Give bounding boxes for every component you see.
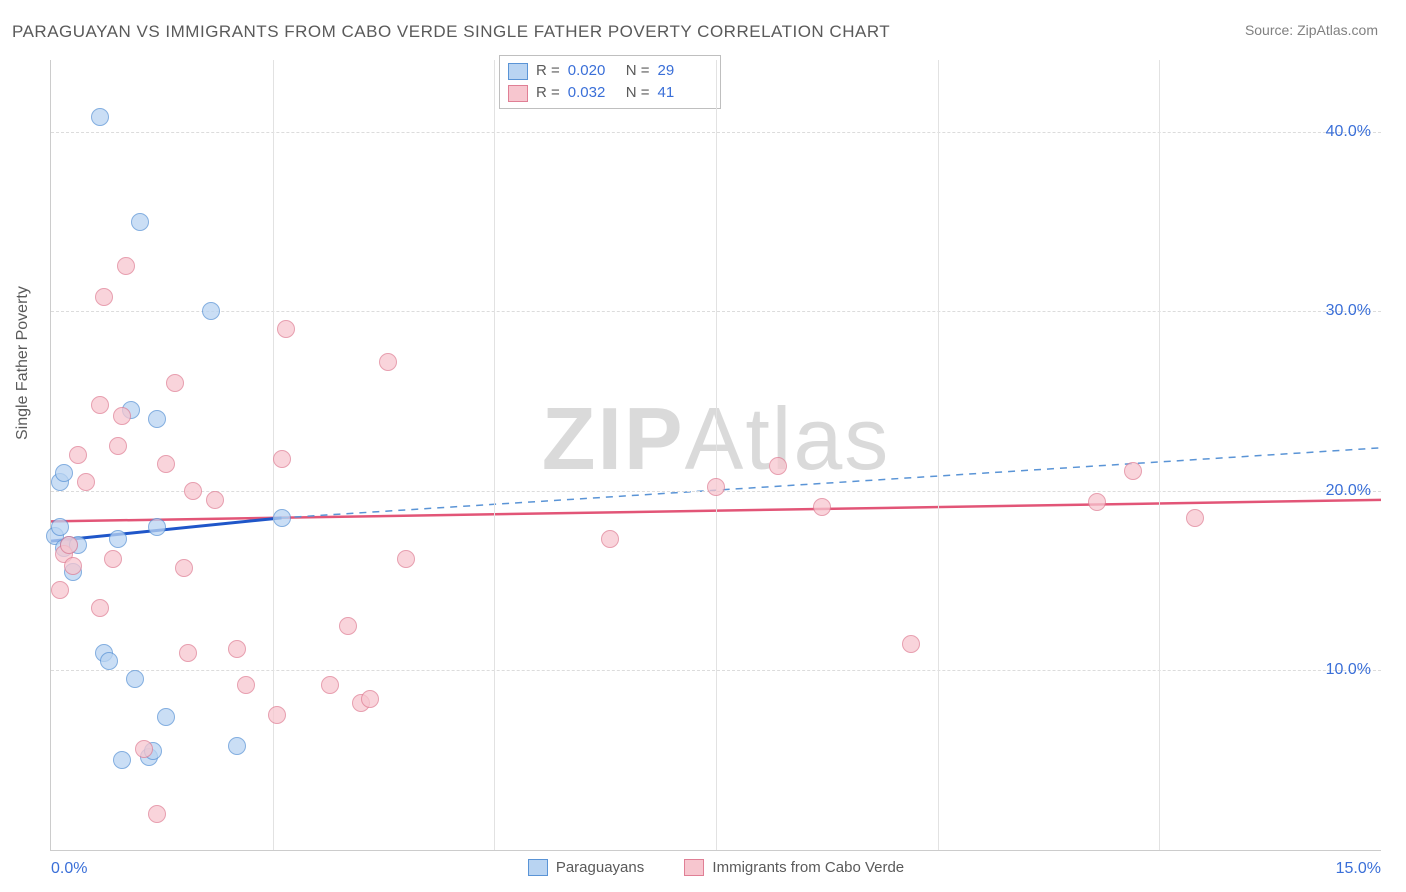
x-tick-label: 15.0% (1336, 860, 1381, 878)
data-point (51, 581, 69, 599)
data-point (206, 491, 224, 509)
n-value: 41 (658, 82, 708, 104)
data-point (202, 302, 220, 320)
source-attribution: Source: ZipAtlas.com (1245, 22, 1378, 38)
correlation-legend: R = 0.020 N = 29 R = 0.032 N = 41 (499, 55, 721, 109)
legend-swatch-blue (528, 859, 548, 876)
data-point (813, 498, 831, 516)
y-axis-label: Single Father Poverty (14, 286, 32, 440)
data-point (104, 550, 122, 568)
r-value: 0.032 (568, 82, 618, 104)
data-point (131, 213, 149, 231)
data-point (60, 536, 78, 554)
legend-label: Immigrants from Cabo Verde (712, 859, 904, 876)
data-point (77, 473, 95, 491)
data-point (109, 530, 127, 548)
data-point (148, 805, 166, 823)
legend-item: Paraguayans (528, 859, 644, 876)
chart-title: PARAGUAYAN VS IMMIGRANTS FROM CABO VERDE… (12, 22, 890, 41)
n-label: N = (626, 60, 650, 82)
legend-swatch-pink (508, 85, 528, 102)
legend-row: R = 0.032 N = 41 (508, 82, 708, 104)
data-point (55, 464, 73, 482)
data-point (100, 652, 118, 670)
data-point (902, 635, 920, 653)
data-point (397, 550, 415, 568)
data-point (379, 353, 397, 371)
data-point (1088, 493, 1106, 511)
gridline-v (494, 60, 495, 850)
gridline-v (1159, 60, 1160, 850)
data-point (113, 407, 131, 425)
r-value: 0.020 (568, 60, 618, 82)
data-point (1186, 509, 1204, 527)
data-point (126, 670, 144, 688)
data-point (157, 708, 175, 726)
data-point (69, 446, 87, 464)
data-point (237, 676, 255, 694)
data-point (175, 559, 193, 577)
y-tick-label: 20.0% (1326, 482, 1371, 500)
data-point (273, 509, 291, 527)
y-tick-label: 10.0% (1326, 661, 1371, 679)
data-point (268, 706, 286, 724)
legend-label: Paraguayans (556, 859, 644, 876)
legend-swatch-pink (684, 859, 704, 876)
data-point (95, 288, 113, 306)
legend-swatch-blue (508, 63, 528, 80)
data-point (91, 599, 109, 617)
data-point (601, 530, 619, 548)
data-point (361, 690, 379, 708)
r-label: R = (536, 60, 560, 82)
data-point (91, 108, 109, 126)
r-label: R = (536, 82, 560, 104)
data-point (148, 518, 166, 536)
data-point (228, 737, 246, 755)
data-point (157, 455, 175, 473)
n-label: N = (626, 82, 650, 104)
data-point (117, 257, 135, 275)
data-point (277, 320, 295, 338)
data-point (64, 557, 82, 575)
data-point (148, 410, 166, 428)
data-point (91, 396, 109, 414)
y-tick-label: 40.0% (1326, 123, 1371, 141)
data-point (1124, 462, 1142, 480)
gridline-v (938, 60, 939, 850)
data-point (51, 518, 69, 536)
x-tick-label: 0.0% (51, 860, 87, 878)
data-point (113, 751, 131, 769)
data-point (179, 644, 197, 662)
gridline-v (716, 60, 717, 850)
data-point (769, 457, 787, 475)
data-point (109, 437, 127, 455)
data-point (184, 482, 202, 500)
legend-row: R = 0.020 N = 29 (508, 60, 708, 82)
data-point (135, 740, 153, 758)
footer-legend: Paraguayans Immigrants from Cabo Verde (51, 859, 1381, 880)
y-tick-label: 30.0% (1326, 302, 1371, 320)
data-point (339, 617, 357, 635)
scatter-plot: ZIPAtlas R = 0.020 N = 29 R = 0.032 N = … (50, 60, 1381, 851)
data-point (273, 450, 291, 468)
data-point (321, 676, 339, 694)
legend-item: Immigrants from Cabo Verde (684, 859, 904, 876)
data-point (707, 478, 725, 496)
data-point (166, 374, 184, 392)
n-value: 29 (658, 60, 708, 82)
data-point (228, 640, 246, 658)
